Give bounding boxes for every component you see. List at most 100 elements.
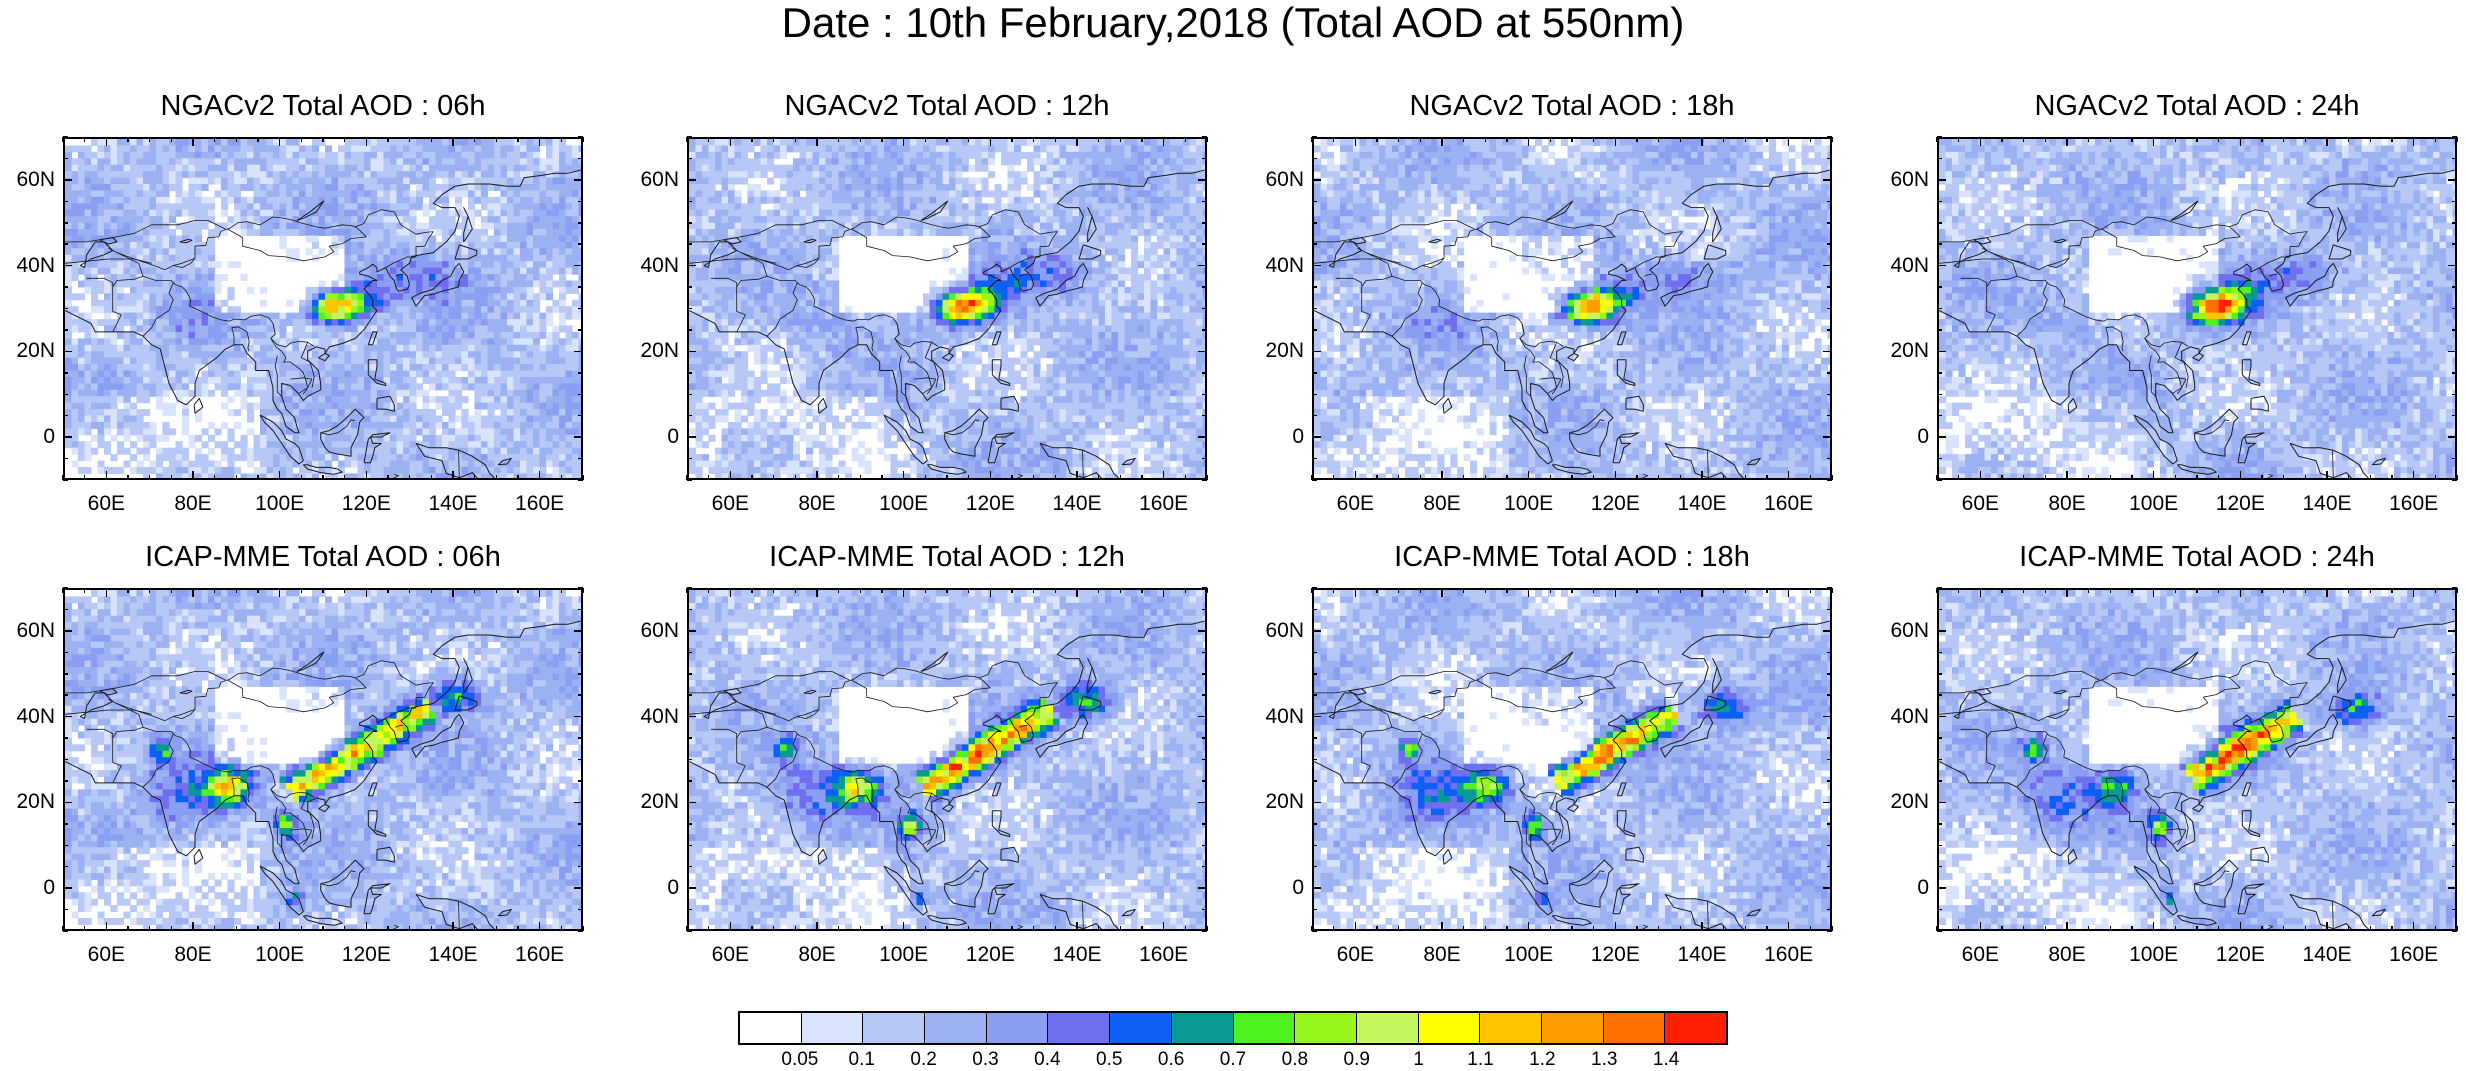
axis-tick [1657,588,1660,593]
axis-tick [2452,457,2457,460]
axis-tick [2448,350,2457,353]
axis-tick [2452,243,2457,245]
axis-tick [1311,137,1313,142]
axis-tick [1827,157,1832,160]
axis-tick [2261,588,2263,593]
axis-tick [1202,286,1207,288]
colorbar-label: 1.4 [1636,1049,1696,1071]
axis-tick [1119,137,1122,142]
axis-tick [1979,588,1982,597]
axis-tick [300,475,303,480]
lon-tick-label: 80E [782,943,852,967]
axis-tick [1722,926,1725,931]
axis-tick [517,137,519,142]
axis-tick [1054,475,1057,480]
axis-tick [1827,457,1832,460]
axis-tick [1202,243,1207,245]
axis-tick [1202,157,1207,160]
axis-tick [687,823,692,825]
axis-tick [989,471,992,480]
axis-tick [105,922,108,931]
axis-tick [751,475,753,480]
axis-tick [2087,137,2090,142]
axis-tick [687,136,692,138]
axis-tick [192,922,194,931]
axis-tick [1141,588,1143,593]
axis-tick [2452,157,2457,160]
axis-tick [1202,307,1207,310]
axis-tick [2456,475,2458,480]
axis-tick [2282,475,2285,480]
axis-tick [2196,475,2198,480]
lat-tick-label: 40N [0,254,55,278]
axis-tick [729,137,732,146]
axis-tick [1831,926,1833,931]
axis-tick [1936,926,1938,931]
axis-tick [2152,471,2155,480]
axis-tick [127,137,129,142]
axis-tick [582,926,584,931]
axis-tick [105,588,108,597]
axis-tick [1202,329,1207,331]
lat-tick-label: 0 [1873,425,1929,449]
axis-tick [2452,372,2457,374]
axis-tick [837,475,840,480]
axis-tick [816,588,818,597]
axis-tick [1766,588,1768,593]
colorbar-label: 1.2 [1512,1049,1572,1071]
axis-tick [1032,475,1035,480]
axis-tick [2391,475,2393,480]
axis-tick [2131,588,2133,593]
axis-tick [1827,844,1832,846]
axis-tick [1701,922,1703,931]
axis-tick [560,926,563,931]
axis-tick [1202,780,1207,782]
colorbar-swatch [1110,1013,1172,1043]
axis-tick [1937,264,1946,267]
lon-tick-label: 160E [2379,943,2449,967]
axis-tick [1354,588,1357,597]
axis-tick [1198,715,1207,718]
axis-tick [1937,780,1942,782]
axis-tick [538,588,541,597]
axis-tick [881,475,883,480]
colorbar-swatch [1603,1013,1666,1043]
lat-tick-label: 0 [623,876,679,900]
coastlines [1939,620,2455,929]
colorbar-swatch [1295,1013,1357,1043]
axis-tick [1376,926,1378,931]
axis-tick [1657,137,1660,142]
axis-tick [686,926,688,931]
axis-tick [1141,137,1143,142]
axis-tick [1766,137,1768,142]
lat-tick-label: 40N [1873,705,1929,729]
axis-tick [1354,137,1357,146]
axis-tick [924,588,927,593]
axis-tick [1549,588,1552,593]
aod-map-canvas [65,590,581,929]
axis-tick [1419,475,1422,480]
axis-tick [2452,758,2457,761]
axis-tick [946,588,948,593]
axis-tick [578,222,583,224]
lon-tick-label: 100E [869,492,939,516]
axis-tick [1397,475,1400,480]
axis-tick [1202,865,1207,868]
axis-tick [1312,372,1317,374]
axis-tick [2044,137,2047,142]
lon-tick-label: 160E [1129,492,1199,516]
axis-tick [1937,758,1942,761]
colorbar [738,1011,1728,1045]
axis-tick [1937,887,1946,889]
colorbar-swatch [1233,1013,1296,1043]
axis-tick [1312,393,1317,395]
axis-tick [495,588,498,593]
lat-tick-label: 60N [1873,168,1929,192]
axis-tick [63,350,72,353]
axis-tick [148,137,151,142]
axis-tick [83,926,86,931]
axis-tick [1506,475,1508,480]
axis-tick [1571,588,1573,593]
axis-tick [1312,457,1317,460]
axis-tick [1809,926,1812,931]
